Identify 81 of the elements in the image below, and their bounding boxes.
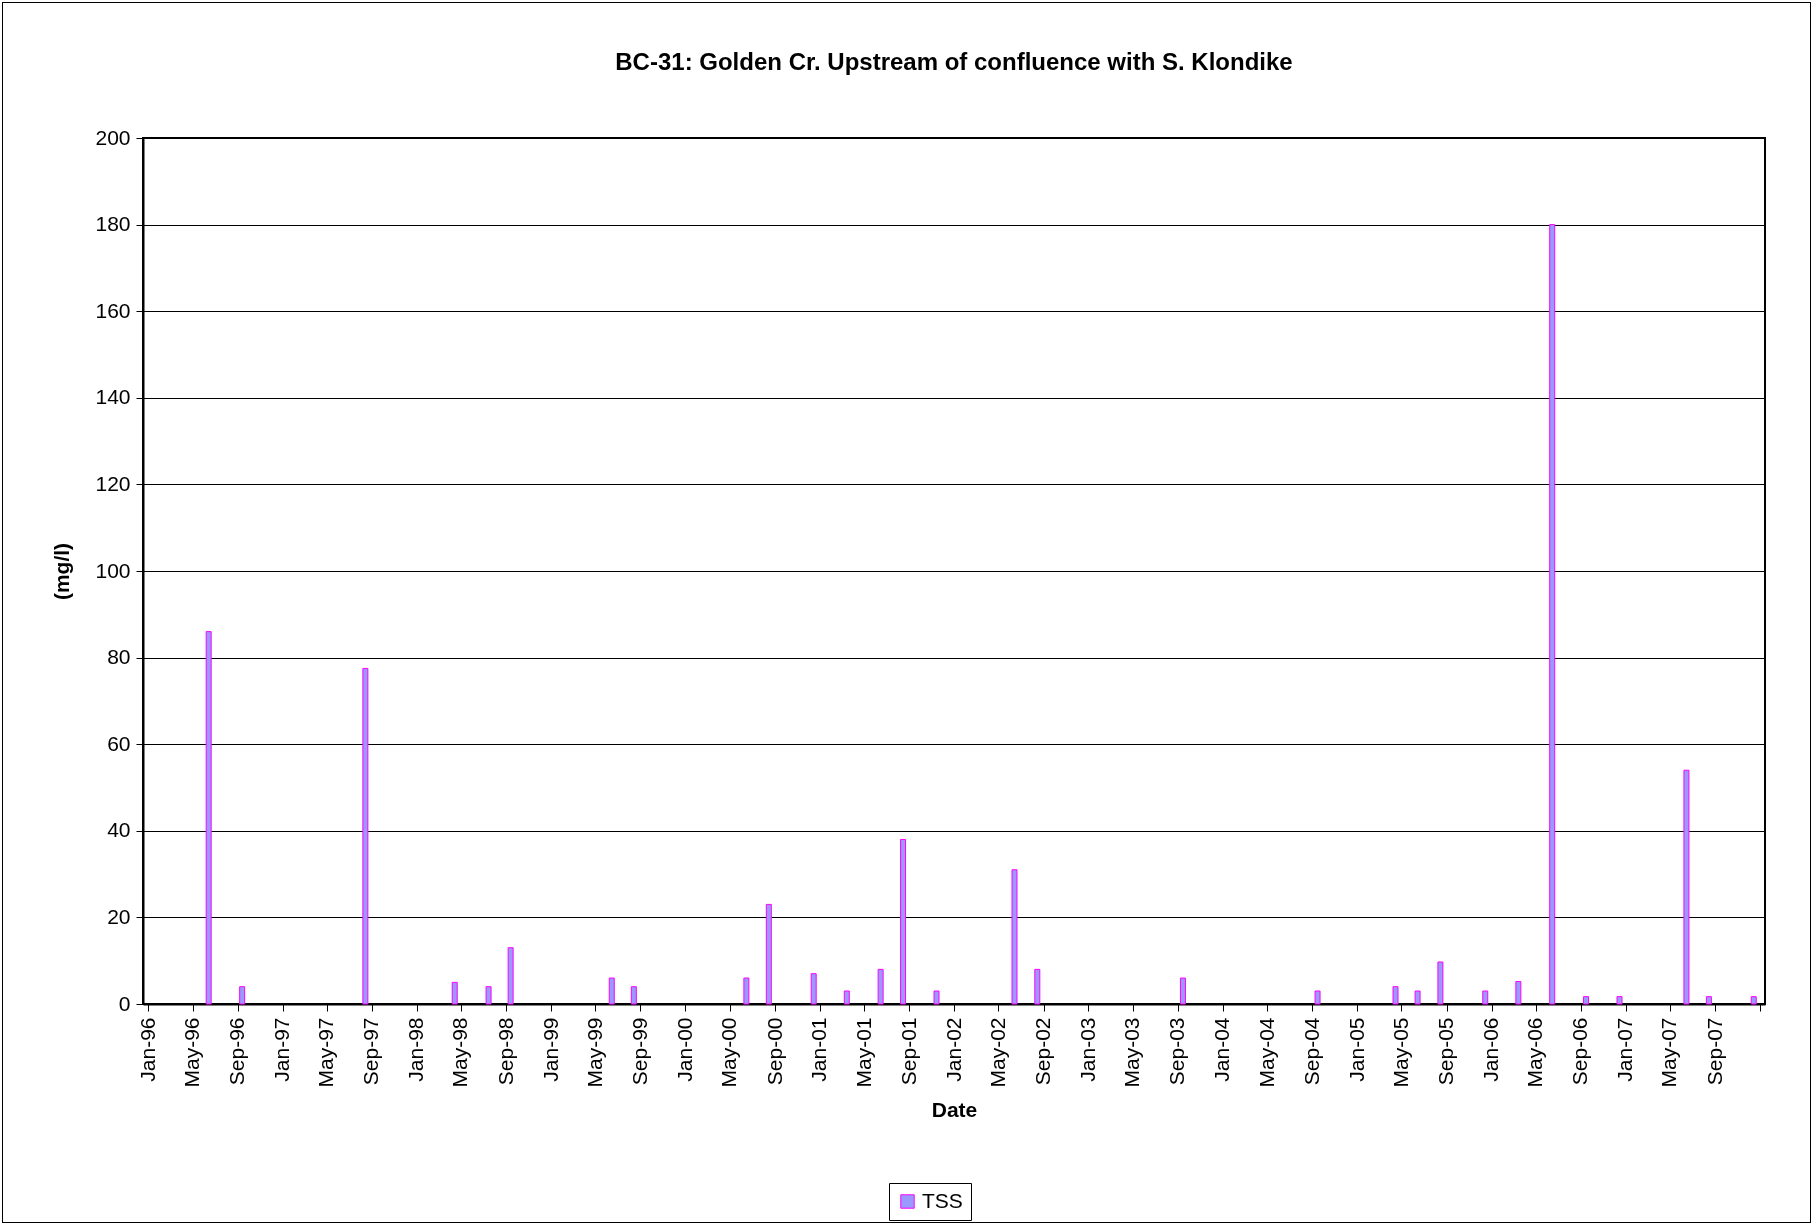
bar	[1034, 968, 1041, 1005]
y-tick-label: 0	[118, 991, 131, 1015]
bar	[1515, 980, 1522, 1005]
x-tick-label: May-96	[180, 1017, 203, 1088]
x-tick-label: Jan-03	[1075, 1017, 1099, 1082]
x-tick-label: Jan-97	[270, 1017, 294, 1082]
bar	[1414, 990, 1421, 1005]
x-tick-label: Sep-05	[1434, 1017, 1458, 1086]
bar	[1616, 996, 1623, 1005]
x-tick-label: Sep-00	[762, 1017, 786, 1086]
x-tick-label: May-99	[582, 1017, 606, 1088]
bar	[1011, 869, 1018, 1005]
x-tick-label: May-97	[314, 1017, 338, 1088]
bar	[1392, 986, 1399, 1005]
x-tick-label: Jan-99	[538, 1017, 562, 1082]
bar	[1750, 996, 1757, 1005]
y-tick-label: 100	[95, 558, 131, 582]
x-tick-label: May-06	[1523, 1017, 1547, 1088]
bar	[362, 667, 369, 1005]
x-tick-label: Jan-07	[1613, 1017, 1637, 1082]
x-axis-title: Date	[931, 1097, 978, 1121]
x-tick-label: May-04	[1254, 1017, 1278, 1088]
bar	[1437, 961, 1444, 1005]
y-tick-label: 200	[95, 125, 131, 149]
x-tick-label: Jan-98	[404, 1017, 428, 1082]
y-axis-title: (mg/l)	[50, 542, 74, 601]
y-tick-label: 180	[95, 212, 131, 236]
x-tick-label: Sep-04	[1299, 1017, 1323, 1086]
x-tick-label: May-00	[717, 1017, 741, 1088]
bar	[877, 968, 884, 1005]
x-tick-label: Sep-03	[1165, 1017, 1189, 1086]
legend-label: TSS	[922, 1188, 963, 1212]
y-tick-label: 160	[95, 298, 131, 322]
x-tick-label: Sep-06	[1568, 1017, 1592, 1086]
bar	[1549, 224, 1556, 1005]
bar	[810, 973, 817, 1005]
y-tick-label: 20	[107, 904, 131, 928]
bar	[608, 977, 615, 1005]
bar	[451, 981, 458, 1005]
bar	[843, 990, 850, 1005]
x-tick-label: Jan-01	[807, 1017, 831, 1082]
y-tick-label: 40	[107, 818, 131, 842]
x-tick-label: Sep-01	[896, 1017, 920, 1086]
y-tick-label: 140	[95, 385, 131, 409]
x-tick-label: May-03	[1120, 1017, 1144, 1088]
bar	[205, 631, 212, 1005]
y-tick-label: 120	[95, 471, 131, 495]
bar	[1179, 977, 1186, 1005]
x-tick-label: Sep-98	[493, 1017, 517, 1086]
x-tick-label: Sep-99	[627, 1017, 651, 1086]
x-tick-label: Jan-00	[672, 1017, 696, 1082]
x-tick-label: Sep-07	[1702, 1017, 1726, 1086]
bar	[1705, 996, 1712, 1005]
bar	[1314, 990, 1321, 1005]
bar	[507, 947, 514, 1005]
x-tick-label: May-02	[985, 1017, 1009, 1088]
x-tick-label: May-05	[1388, 1017, 1412, 1088]
x-tick-label: May-07	[1657, 1017, 1681, 1088]
bar	[933, 990, 940, 1005]
y-tick-label: 80	[107, 645, 131, 669]
x-tick-label: Sep-02	[1031, 1017, 1055, 1086]
x-tick-label: Jan-06	[1479, 1017, 1503, 1082]
x-tick-label: Jan-96	[135, 1017, 159, 1082]
x-tick-label: Jan-02	[941, 1017, 965, 1082]
x-tick-label: Sep-97	[359, 1017, 383, 1086]
x-tick-label: Sep-96	[225, 1017, 249, 1086]
bar	[765, 903, 772, 1005]
bar	[485, 986, 492, 1005]
y-tick-label: 60	[107, 731, 131, 755]
x-tick-label: Jan-05	[1344, 1017, 1368, 1082]
bar	[1583, 996, 1590, 1005]
chart-title: BC-31: Golden Cr. Upstream of confluence with S. Klondike	[615, 48, 1293, 75]
bar	[239, 986, 246, 1005]
bar	[900, 838, 907, 1005]
x-tick-label: May-98	[448, 1017, 472, 1088]
bar	[743, 977, 750, 1005]
bar	[1683, 769, 1690, 1005]
bar	[630, 986, 637, 1005]
x-tick-label: May-01	[851, 1017, 875, 1088]
x-tick-label: Jan-04	[1210, 1017, 1234, 1082]
bar	[1482, 990, 1489, 1005]
